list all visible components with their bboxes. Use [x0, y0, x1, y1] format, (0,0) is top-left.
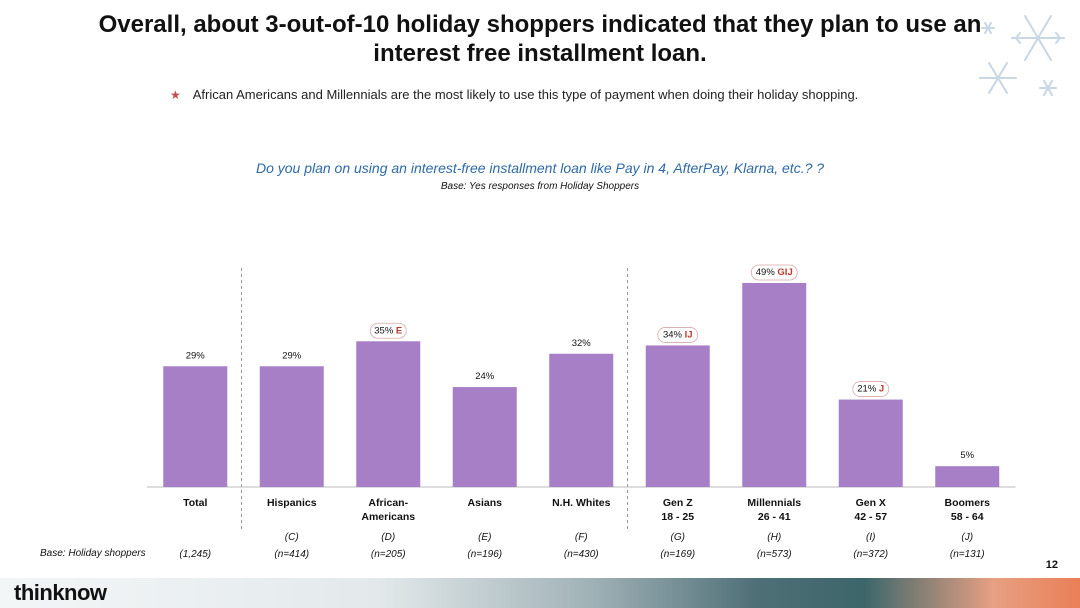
data-label-2: 35% E [374, 325, 402, 336]
bar-4 [549, 353, 614, 487]
title-line-2: interest free installment loan. [373, 40, 707, 67]
page-number: 12 [1045, 559, 1058, 571]
value-label-bubble-5 [657, 327, 699, 343]
value-label-bubble-7 [852, 381, 890, 397]
chart-question: Do you plan on using an interest-free in… [255, 160, 825, 176]
bullet-star-icon: ★ [170, 88, 181, 102]
data-label-8: 5% [960, 450, 974, 461]
category-label-2-0: African- [368, 497, 408, 509]
bar-0 [163, 366, 228, 487]
key-finding-text: African Americans and Millennials are th… [192, 87, 859, 102]
group-code-8: (J) [961, 532, 973, 543]
sample-size-4: (n=430) [564, 549, 599, 560]
group-code-5: (G) [671, 532, 685, 543]
category-label-5-1: 18 - 25 [661, 511, 694, 523]
value-label-bubble-2 [369, 322, 407, 339]
key-finding: ★ African Americans and Millennials are t… [170, 87, 858, 102]
sample-size-5: (n=169) [660, 549, 695, 560]
bar-5 [645, 345, 710, 487]
sample-size-7: (n=372) [853, 549, 888, 560]
bar-6 [742, 282, 807, 487]
category-label-2-1: Americans [361, 511, 415, 523]
brand-logo: thinknow [14, 580, 107, 605]
category-label-8-1: 58 - 64 [951, 511, 984, 523]
sample-size-1: (n=414) [274, 549, 309, 560]
base-row-label: Base: Holiday shoppers [40, 548, 146, 559]
data-label-5: 34% IJ [663, 329, 693, 340]
category-label-3-0: Asians [468, 497, 503, 509]
category-label-0-0: Total [183, 497, 207, 509]
value-label-bubble-6 [750, 264, 798, 281]
bar-1 [259, 366, 324, 487]
group-code-4: (F) [575, 532, 588, 543]
data-label-6: 49% GIJ [756, 267, 793, 278]
bar-3 [452, 387, 517, 487]
category-label-6-1: 26 - 41 [758, 511, 791, 523]
title-line-1: Overall, about 3-out-of-10 holiday shopp… [98, 11, 982, 38]
data-label-4: 32% [572, 338, 592, 349]
group-code-7: (I) [866, 532, 875, 543]
data-label-7: 21% J [857, 384, 884, 395]
bar-chart: 29% Total (1,245) 29% Hispanics (C) (n=414) 35%… [147, 264, 1016, 560]
category-label-1-0: Hispanics [267, 497, 317, 509]
sample-size-0: (1,245) [179, 549, 211, 560]
bar-8 [935, 466, 1000, 487]
footer-bar [0, 578, 1080, 608]
group-code-2: (D) [381, 532, 395, 543]
data-label-0: 29% [186, 350, 206, 361]
category-label-5-0: Gen Z [663, 497, 693, 509]
sample-size-6: (n=573) [757, 549, 792, 560]
data-label-3: 24% [475, 371, 495, 382]
group-code-3: (E) [478, 532, 491, 543]
data-label-1: 29% [282, 350, 302, 361]
group-code-6: (H) [767, 532, 781, 543]
sample-size-2: (n=205) [371, 549, 406, 560]
category-label-4-0: N.H. Whites [552, 497, 610, 509]
category-label-7-1: 42 - 57 [854, 511, 887, 523]
category-label-7-0: Gen X [856, 497, 886, 509]
bar-7 [838, 399, 903, 487]
snowflake-decoration-icon [979, 15, 1065, 96]
group-code-1: (C) [285, 532, 299, 543]
bar-2 [356, 341, 421, 487]
category-label-8-0: Boomers [944, 497, 990, 509]
sample-size-3: (n=196) [467, 549, 502, 560]
sample-size-8: (n=131) [950, 549, 985, 560]
page-title: Overall, about 3-out-of-10 holiday shopp… [0, 10, 1080, 68]
chart-base-note: Base: Yes responses from Holiday Shopper… [440, 181, 640, 192]
category-label-6-0: Millennials [747, 497, 801, 509]
